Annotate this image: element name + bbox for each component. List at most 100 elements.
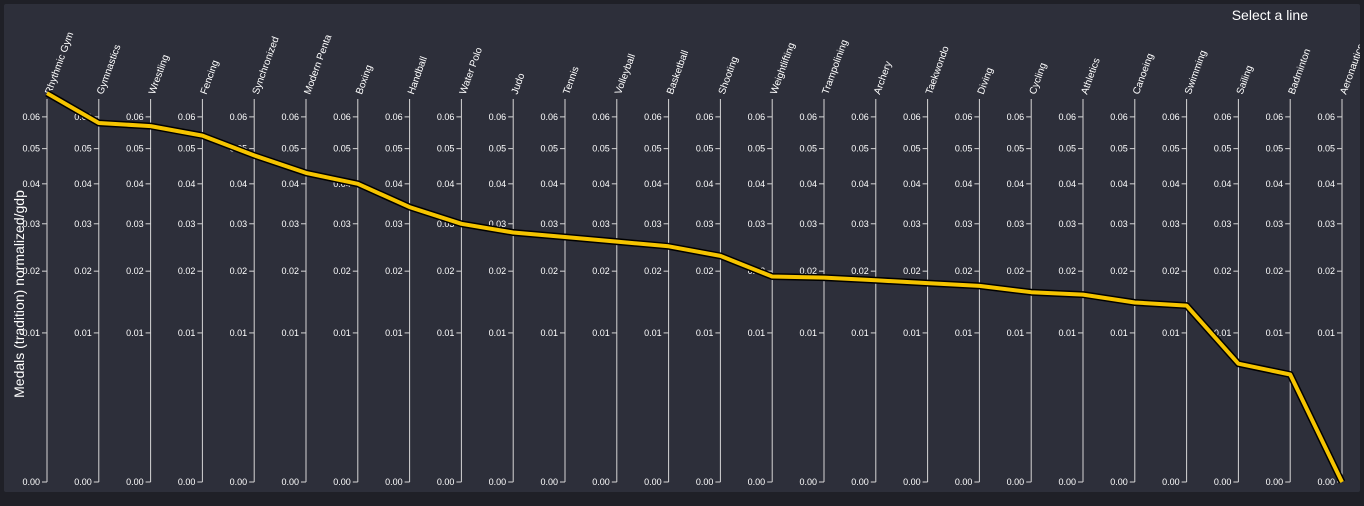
- tick-label: 0.00: [955, 477, 973, 487]
- tick-label: 0.01: [540, 328, 558, 338]
- tick-label: 0.05: [333, 144, 351, 154]
- tick-label: 0.00: [799, 477, 817, 487]
- tick-label: 0.01: [1058, 328, 1076, 338]
- tick-label: 0.06: [903, 112, 921, 122]
- tick-label: 0.00: [1058, 477, 1076, 487]
- tick-label: 0.02: [1266, 266, 1284, 276]
- tick-label: 0.02: [74, 266, 92, 276]
- tick-label: 0.05: [696, 144, 714, 154]
- tick-label: 0.03: [1266, 219, 1284, 229]
- tick-label: 0.04: [540, 179, 558, 189]
- tick-label: 0.05: [644, 144, 662, 154]
- tick-label: 0.06: [1058, 112, 1076, 122]
- tick-label: 0.01: [1214, 328, 1232, 338]
- select-line-label: Select a line: [1231, 7, 1308, 23]
- tick-label: 0.00: [644, 477, 662, 487]
- tick-label: 0.06: [178, 112, 196, 122]
- tick-label: 0.01: [1266, 328, 1284, 338]
- tick-label: 0.06: [1214, 112, 1232, 122]
- tick-label: 0.05: [281, 144, 299, 154]
- tick-label: 0.01: [178, 328, 196, 338]
- tick-label: 0.00: [696, 477, 714, 487]
- tick-label: 0.06: [592, 112, 610, 122]
- axis-title: Badminton: [1287, 47, 1314, 96]
- tick-label: 0.06: [1007, 112, 1025, 122]
- tick-label: 0.05: [437, 144, 455, 154]
- tick-label: 0.03: [333, 219, 351, 229]
- axis-title: Gymnastics: [95, 43, 123, 96]
- tick-label: 0.05: [540, 144, 558, 154]
- series-line[interactable]: [46, 91, 1344, 483]
- tick-label: 0.05: [592, 144, 610, 154]
- tick-label: 0.01: [437, 328, 455, 338]
- tick-label: 0.02: [1058, 266, 1076, 276]
- axis-title: Handball: [406, 55, 430, 96]
- tick-label: 0.03: [1162, 219, 1180, 229]
- tick-label: 0.03: [540, 219, 558, 229]
- tick-label: 0.05: [799, 144, 817, 154]
- axis-title: Water Polo: [458, 46, 485, 96]
- tick-label: 0.04: [1266, 179, 1284, 189]
- tick-label: 0.03: [955, 219, 973, 229]
- tick-label: 0.04: [1162, 179, 1180, 189]
- tick-label: 0.04: [1058, 179, 1076, 189]
- tick-label: 0.04: [748, 179, 766, 189]
- tick-label: 0.05: [126, 144, 144, 154]
- tick-label: 0.01: [1317, 328, 1335, 338]
- tick-label: 0.03: [1110, 219, 1128, 229]
- tick-label: 0.01: [1110, 328, 1128, 338]
- tick-label: 0.01: [489, 328, 507, 338]
- axis-title: Fencing: [199, 59, 222, 96]
- tick-label: 0.06: [230, 112, 248, 122]
- axis-title: Trampolining: [820, 38, 850, 96]
- tick-label: 0.06: [1317, 112, 1335, 122]
- tick-label: 0.00: [126, 477, 144, 487]
- tick-label: 0.01: [22, 328, 40, 338]
- tick-label: 0.02: [592, 266, 610, 276]
- tick-label: 0.06: [22, 112, 40, 122]
- tick-label: 0.02: [851, 266, 869, 276]
- tick-label: 0.01: [281, 328, 299, 338]
- tick-label: 0.04: [489, 179, 507, 189]
- tick-label: 0.00: [592, 477, 610, 487]
- tick-label: 0.05: [1317, 144, 1335, 154]
- tick-label: 0.06: [385, 112, 403, 122]
- tick-label: 0.06: [644, 112, 662, 122]
- tick-label: 0.02: [1162, 266, 1180, 276]
- axis-title: Canoeing: [1131, 52, 1156, 96]
- tick-label: 0.03: [22, 219, 40, 229]
- axis-title: Basketball: [665, 49, 691, 96]
- tick-label: 0.00: [281, 477, 299, 487]
- axis-title: Shooting: [717, 55, 741, 96]
- tick-label: 0.04: [644, 179, 662, 189]
- tick-label: 0.01: [592, 328, 610, 338]
- tick-label: 0.03: [385, 219, 403, 229]
- tick-label: 0.02: [903, 266, 921, 276]
- tick-label: 0.01: [126, 328, 144, 338]
- tick-label: 0.06: [1162, 112, 1180, 122]
- tick-label: 0.03: [748, 219, 766, 229]
- tick-label: 0.03: [1317, 219, 1335, 229]
- tick-label: 0.04: [1317, 179, 1335, 189]
- tick-label: 0.05: [955, 144, 973, 154]
- tick-label: 0.02: [1110, 266, 1128, 276]
- tick-label: 0.01: [385, 328, 403, 338]
- tick-label: 0.02: [22, 266, 40, 276]
- tick-label: 0.05: [1058, 144, 1076, 154]
- tick-label: 0.02: [126, 266, 144, 276]
- tick-label: 0.04: [126, 179, 144, 189]
- tick-label: 0.02: [437, 266, 455, 276]
- tick-label: 0.05: [1214, 144, 1232, 154]
- y-axis-label: Medals (tradition) normalized/gdp: [11, 190, 27, 398]
- tick-label: 0.04: [592, 179, 610, 189]
- tick-label: 0.02: [644, 266, 662, 276]
- tick-label: 0.00: [1007, 477, 1025, 487]
- tick-label: 0.01: [230, 328, 248, 338]
- tick-label: 0.05: [22, 144, 40, 154]
- tick-label: 0.04: [903, 179, 921, 189]
- axis-title: Rhythmic Gym: [43, 31, 76, 96]
- axis-title: Volleyball: [613, 53, 638, 96]
- tick-label: 0.03: [851, 219, 869, 229]
- tick-label: 0.05: [748, 144, 766, 154]
- tick-label: 0.04: [851, 179, 869, 189]
